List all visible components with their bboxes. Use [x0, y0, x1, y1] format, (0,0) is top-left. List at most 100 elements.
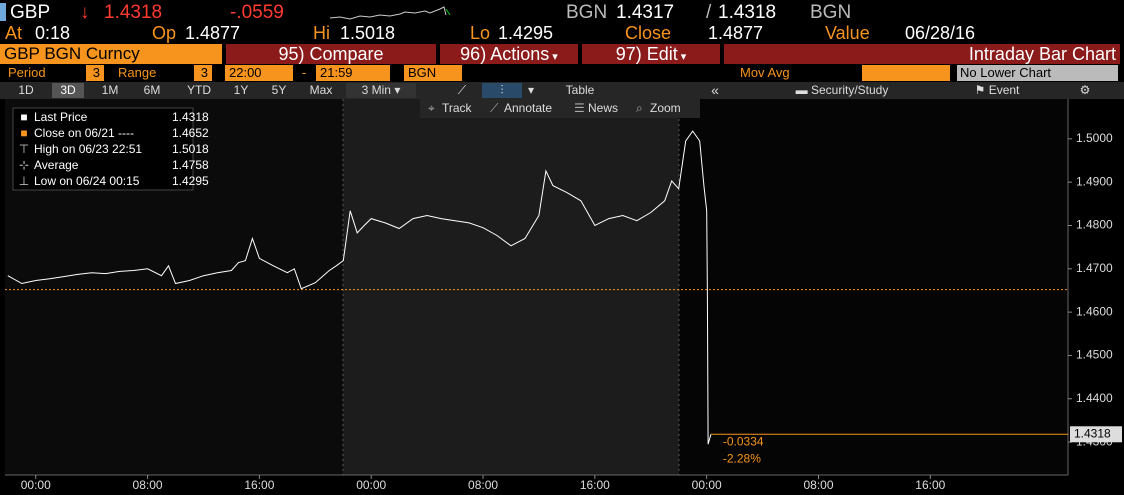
to: 21:59 [316, 65, 390, 81]
y-tick-label: 1.4500 [1076, 348, 1113, 362]
sparkline [330, 6, 451, 20]
bar-icon[interactable]: ⫶ [482, 83, 522, 98]
x-tick-label: 16:00 [580, 478, 610, 492]
x-tick-label: 00:00 [21, 478, 51, 492]
range-button[interactable]: 1M [101, 83, 119, 97]
dash: - [302, 65, 307, 80]
range: 3 [194, 65, 212, 81]
toolbar-bg [0, 82, 1124, 99]
chart-tool[interactable]: Track [442, 101, 473, 115]
sparkline-tail [445, 8, 451, 16]
quote-label: Lo [470, 23, 491, 43]
collapse[interactable]: « [711, 82, 719, 98]
x-tick-label: 00:00 [692, 478, 722, 492]
quote-label: Close [625, 23, 672, 43]
menu-item[interactable]: 97) Edit ▾ [582, 44, 720, 64]
from: 22:00 [225, 65, 293, 81]
range-button[interactable]: 1Y [233, 83, 249, 97]
last-price: 1.4318 [104, 2, 163, 23]
chart-tool[interactable]: News [588, 101, 618, 115]
last-price-tag-text: 1.4318 [1074, 426, 1111, 440]
quote-label: Op [152, 23, 177, 43]
quote-value: 0:18 [35, 23, 71, 43]
legend-value: 1.4295 [172, 174, 209, 188]
legend-marker: ⊹ [19, 158, 29, 172]
change-annotation: -2.28% [723, 451, 761, 465]
x-tick-label: 16:00 [915, 478, 945, 492]
legend-marker: ⊤ [19, 142, 29, 156]
table-btn[interactable]: Table [565, 83, 595, 97]
quote-label: At [5, 23, 23, 43]
chart-tools-bg [420, 99, 700, 118]
legend-name: High on 06/23 22:51 [34, 142, 142, 156]
range-button[interactable]: YTD [187, 83, 211, 97]
range-button[interactable]: Max [309, 83, 333, 97]
day-shade [343, 99, 679, 475]
security-study-text: Security/Study [810, 83, 889, 97]
dropdown[interactable]: ▾ [527, 83, 535, 97]
legend-value: 1.4652 [172, 126, 209, 140]
period: 3 [86, 65, 104, 81]
dropdown-arrow: ▾ [677, 51, 687, 63]
line-icon[interactable]: ⟋ [457, 83, 467, 97]
quote-value: 1.4295 [498, 23, 554, 43]
quote-label: Value [825, 23, 870, 43]
quote-value: 1.4877 [708, 23, 764, 43]
ticker: GBP [10, 2, 51, 23]
menu-item[interactable]: 96) Actions ▾ [440, 44, 578, 64]
y-tick-label: 1.4800 [1076, 218, 1113, 232]
range-label: Range [118, 65, 157, 80]
mov-avg: Mov Avg [740, 65, 790, 80]
x-tick-label: 08:00 [468, 478, 498, 492]
day-shade [679, 99, 1068, 475]
legend-name: Close on 06/21 ---- [34, 126, 134, 140]
currency: BGN [404, 65, 462, 81]
ask-ccy: BGN [810, 2, 852, 23]
arrow: ↓ [80, 2, 90, 23]
quote-value: 1.4877 [185, 23, 241, 43]
security-study[interactable]: ▬ Security/Study [795, 83, 889, 97]
quote-value: 06/28/16 [905, 23, 976, 43]
bid: 1.4317 [616, 2, 675, 23]
change: -.0559 [230, 2, 284, 23]
x-tick-label: 08:00 [803, 478, 833, 492]
legend-value: 1.5018 [172, 142, 209, 156]
sep: / [706, 2, 712, 23]
range-button[interactable]: 6M [143, 83, 161, 97]
security: GBP BGN Curncy [0, 44, 222, 64]
interval-text: 3 Min [361, 83, 391, 97]
legend-marker: ■ [20, 126, 27, 140]
settings-gear[interactable]: ⚙ [1079, 83, 1091, 97]
y-tick-label: 1.4600 [1076, 304, 1113, 318]
legend-name: Average [34, 158, 79, 172]
chart-tool[interactable]: Annotate [504, 101, 552, 115]
legend-marker: ⊥ [19, 174, 29, 188]
menu-item[interactable]: 95) Compare [226, 44, 436, 64]
y-tick-label: 1.4700 [1076, 261, 1113, 275]
chart-tool[interactable]: Zoom [650, 101, 681, 115]
mov-avg-field[interactable] [862, 65, 950, 81]
x-tick-label: 00:00 [356, 478, 386, 492]
chart-tool-icon: ⟋ [490, 101, 499, 115]
indicator [0, 3, 6, 21]
view-title: Intraday Bar Chart [724, 44, 1120, 64]
interval[interactable]: 3 Min ▾ [346, 83, 416, 98]
lower-chart[interactable]: No Lower Chart [957, 65, 1118, 81]
period-label: Period [8, 65, 46, 80]
range-button[interactable]: 5Y [271, 83, 287, 97]
y-tick-label: 1.4900 [1076, 174, 1113, 188]
legend-marker: ■ [20, 110, 27, 124]
chart-tool-icon: ⌕ [636, 101, 643, 115]
legend-value: 1.4758 [172, 158, 209, 172]
range-button[interactable]: 3D [52, 83, 84, 98]
x-tick-label: 16:00 [244, 478, 274, 492]
legend-name: Low on 06/24 00:15 [34, 174, 140, 188]
event[interactable]: ⚑ Event [974, 83, 1020, 97]
range-button[interactable]: 1D [18, 83, 34, 97]
chart-tool-icon: ⌖ [428, 101, 435, 115]
y-tick-label: 1.4400 [1076, 391, 1113, 405]
bid-ccy: BGN [566, 2, 608, 23]
dropdown-arrow: ▾ [549, 51, 558, 63]
